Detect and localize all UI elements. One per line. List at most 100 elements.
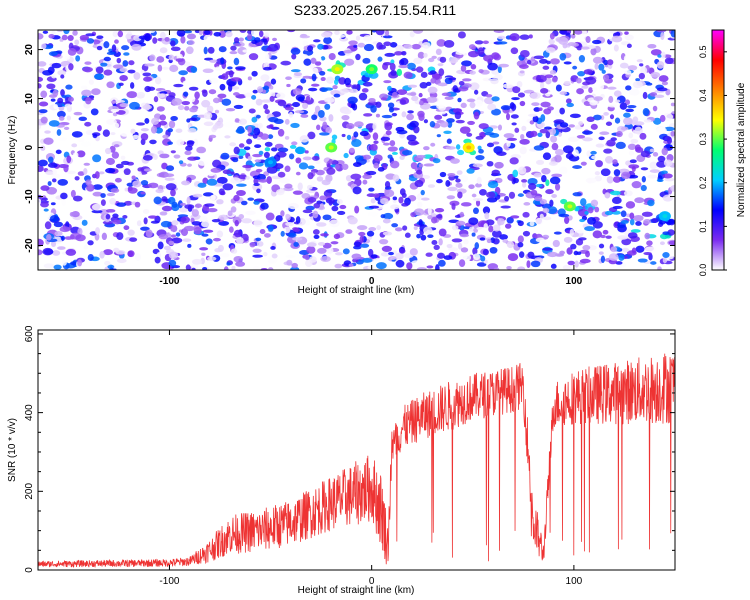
heatmap-cell <box>533 145 545 151</box>
heatmap-cell <box>377 56 383 62</box>
heatmap-cell <box>80 85 88 90</box>
heatmap-cell <box>626 43 632 49</box>
heatmap-cell <box>544 74 554 79</box>
heatmap-cell <box>348 40 358 46</box>
heatmap-cell <box>383 61 392 66</box>
heatmap-cell <box>522 211 530 218</box>
heatmap-cell <box>234 219 239 227</box>
heatmap-cell <box>323 36 333 45</box>
heatmap-cell <box>159 47 168 54</box>
heatmap-cell <box>118 168 123 172</box>
heatmap-cell <box>310 83 320 87</box>
heatmap-cell <box>586 116 595 123</box>
heatmap-cell <box>475 155 485 161</box>
heatmap-cell <box>220 152 230 160</box>
heatmap-cell <box>389 42 398 48</box>
heatmap-cell <box>38 76 44 83</box>
heatmap-cell <box>475 135 484 140</box>
heatmap-cell <box>317 43 324 50</box>
heatmap-cell <box>228 226 234 233</box>
heatmap-cell <box>101 232 108 241</box>
heatmap-cell <box>38 61 47 67</box>
colorbar-tick-label: 0.4 <box>698 89 708 102</box>
heatmap-cell <box>209 77 219 84</box>
heatmap-y-tick-label: 10 <box>24 93 35 105</box>
heatmap-cell <box>65 84 73 90</box>
heatmap-cell <box>127 69 136 74</box>
snr-y-tick-label: 600 <box>24 325 35 342</box>
heatmap-cell <box>91 209 103 214</box>
heatmap-cell <box>246 138 253 145</box>
heatmap-cell <box>125 33 132 40</box>
heatmap-cell <box>312 210 319 219</box>
heatmap-cell <box>580 198 587 207</box>
heatmap-cell <box>63 164 69 173</box>
heatmap-cell <box>390 256 396 261</box>
heatmap-cell <box>629 212 635 220</box>
heatmap-cell <box>404 232 411 238</box>
heatmap-cell <box>312 229 320 235</box>
heatmap-cell <box>593 96 603 101</box>
heatmap-cell <box>314 61 322 66</box>
heatmap-cell <box>640 184 647 192</box>
heatmap-cell <box>130 128 136 134</box>
heatmap-cell <box>305 95 311 103</box>
heatmap-cell <box>545 131 551 139</box>
heatmap-cell <box>479 189 487 196</box>
heatmap-cell <box>319 195 327 201</box>
heatmap-cell <box>362 57 371 64</box>
heatmap-cell <box>277 128 285 137</box>
heatmap-cell <box>263 104 269 110</box>
heatmap-cell <box>581 46 590 50</box>
heatmap-cell <box>398 248 406 254</box>
heatmap-cell <box>171 98 183 106</box>
heatmap-cell <box>147 46 155 54</box>
heatmap-cell <box>375 30 385 36</box>
heatmap-cell <box>212 124 219 131</box>
heatmap-cell <box>399 155 405 160</box>
heatmap-cell <box>634 126 643 135</box>
heatmap-cell <box>365 170 377 176</box>
heatmap-cell <box>255 114 261 119</box>
heatmap-cell <box>627 65 638 71</box>
heatmap-cell <box>129 101 140 110</box>
heatmap-cell <box>444 96 454 100</box>
heatmap-cell <box>387 146 398 152</box>
heatmap-cell <box>608 253 619 261</box>
heatmap-cell <box>484 132 495 136</box>
heatmap-cell <box>549 70 557 75</box>
heatmap-cell <box>41 43 47 50</box>
heatmap-cell <box>376 262 387 270</box>
heatmap-cell <box>619 62 629 69</box>
heatmap-cell <box>63 126 70 130</box>
heatmap-cell <box>87 253 94 262</box>
heatmap-cell <box>142 154 153 161</box>
heatmap-cell <box>530 260 541 268</box>
heatmap-cell <box>339 204 347 210</box>
heatmap-cell <box>162 66 169 70</box>
heatmap-cell <box>140 127 149 132</box>
heatmap-cell <box>143 76 153 82</box>
heatmap-cell <box>353 241 362 247</box>
heatmap-cell <box>127 250 135 258</box>
heatmap-cell <box>478 69 484 74</box>
heatmap-cell <box>394 227 403 232</box>
heatmap-cell <box>529 221 535 227</box>
heatmap-cell <box>40 185 50 191</box>
heatmap-cell <box>649 148 655 153</box>
heatmap-cell <box>416 169 423 175</box>
heatmap-cell <box>633 121 645 126</box>
heatmap-cell <box>86 38 95 44</box>
heatmap-cell <box>475 183 482 188</box>
heatmap-cell <box>292 237 303 241</box>
heatmap-cell <box>89 231 98 236</box>
heatmap-cell <box>147 182 159 189</box>
heatmap-cell <box>56 129 62 136</box>
heatmap-cell <box>384 122 393 131</box>
heatmap-cell <box>457 191 463 199</box>
heatmap-cell <box>569 228 574 237</box>
heatmap-cell <box>194 203 202 208</box>
heatmap-cell <box>443 39 455 48</box>
heatmap-cell <box>61 259 67 266</box>
heatmap-cell <box>41 197 48 201</box>
